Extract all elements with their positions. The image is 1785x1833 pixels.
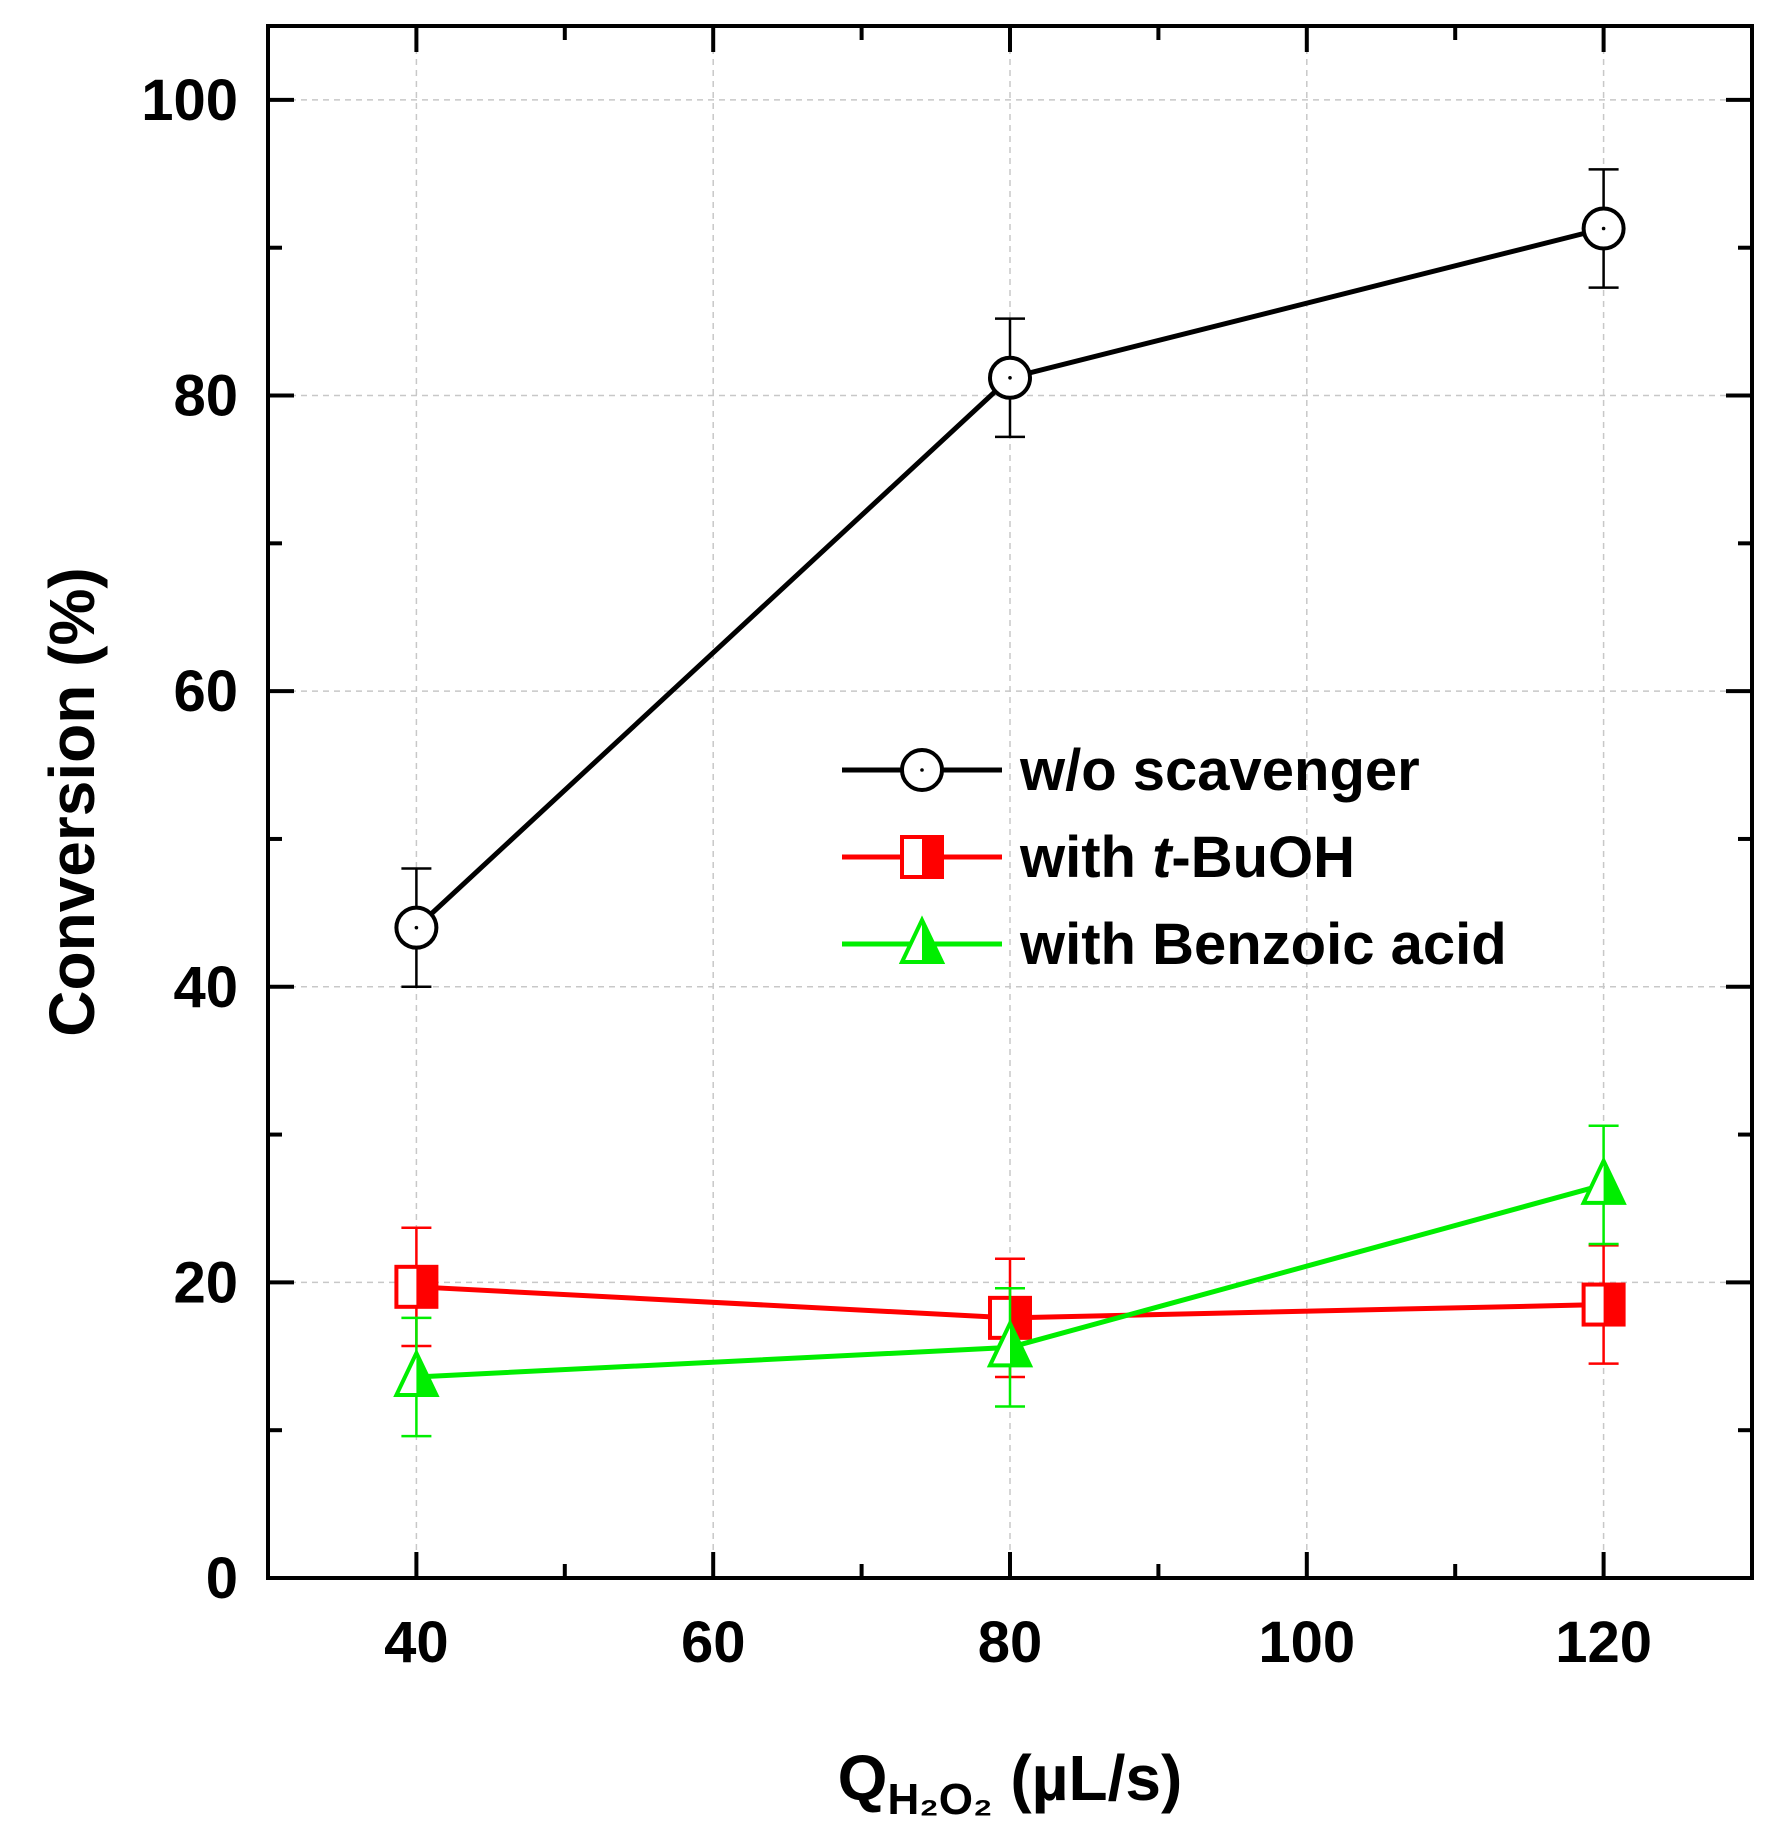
x-tick-label: 120 xyxy=(1555,1610,1652,1675)
data-point-half xyxy=(1010,1297,1030,1338)
legend-label-post: -BuOH xyxy=(1171,825,1355,890)
x-axis-title-unit: (µL/s) xyxy=(993,1742,1183,1814)
x-axis-title: QH₂O₂ (µL/s) xyxy=(838,1742,1183,1824)
y-tick-label: 100 xyxy=(141,68,238,133)
data-point-center xyxy=(1008,375,1012,380)
plot-frame xyxy=(266,24,1754,1580)
series-triangle xyxy=(393,1124,1627,1438)
data-point-center xyxy=(414,925,419,930)
legend-marker-half xyxy=(922,837,942,877)
series xyxy=(393,168,1627,1438)
data-point-half xyxy=(416,1352,437,1395)
x-axis-title-main: Q xyxy=(838,1742,888,1814)
y-axis-title: Conversion (%) xyxy=(36,567,108,1036)
data-point-half xyxy=(1603,1160,1624,1203)
data-point-center xyxy=(1601,226,1606,231)
legend: w/o scavenger with t-BuOH with Benzoic aci… xyxy=(842,738,1507,977)
data-point-half xyxy=(1010,1323,1030,1366)
legend-marker-center xyxy=(920,768,924,772)
x-axis-title-sub: H₂O₂ xyxy=(887,1775,992,1824)
y-tick-label: 20 xyxy=(173,1250,238,1315)
legend-label-pre: w/o scavenger xyxy=(1019,738,1420,803)
y-tick-label: 40 xyxy=(173,955,238,1020)
y-tick-label: 0 xyxy=(206,1546,238,1611)
legend-label-pre: with Benzoic acid xyxy=(1019,912,1507,977)
legend-label: w/o scavenger xyxy=(1019,738,1420,803)
y-tick-label: 80 xyxy=(173,364,238,429)
tick-labels: 40 60 80 100 120 0 20 40 60 80 100 xyxy=(141,68,1652,1675)
axis-ticks xyxy=(268,26,1752,1580)
legend-marker-half xyxy=(922,920,942,962)
y-tick-label: 60 xyxy=(173,659,238,724)
x-tick-label: 40 xyxy=(384,1610,449,1675)
x-tick-label: 80 xyxy=(978,1610,1043,1675)
x-tick-label: 60 xyxy=(681,1610,746,1675)
data-point-half xyxy=(1603,1284,1624,1325)
legend-label: with Benzoic acid xyxy=(1019,912,1507,977)
series-circle xyxy=(394,168,1626,989)
data-point-half xyxy=(416,1266,437,1307)
x-tick-label: 100 xyxy=(1258,1610,1355,1675)
legend-label-italic: t xyxy=(1152,825,1174,890)
legend-label: with t-BuOH xyxy=(1019,825,1355,890)
legend-label-pre: with xyxy=(1019,825,1152,890)
